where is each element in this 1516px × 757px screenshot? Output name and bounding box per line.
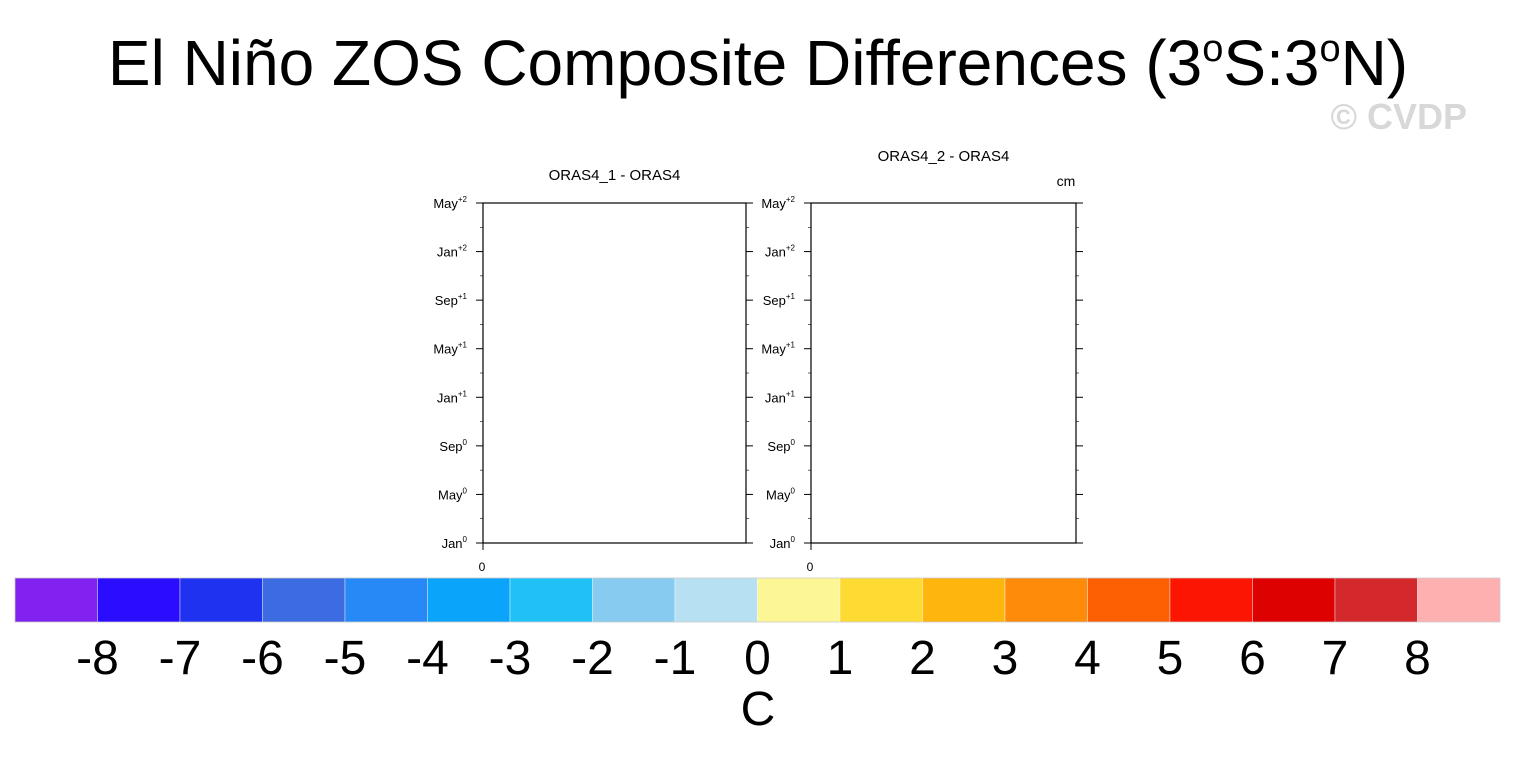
colorbar-box xyxy=(1252,577,1336,623)
colorbar-box xyxy=(1334,577,1418,623)
colorbar-tick-label: 8 xyxy=(1404,632,1431,685)
colorbar-tick-label: -5 xyxy=(324,632,367,685)
colorbar-box xyxy=(1004,577,1088,623)
panel-frame xyxy=(810,202,1077,544)
colorbar-box xyxy=(509,577,593,623)
colorbar-box xyxy=(674,577,758,623)
y-tick-label: Jan+1 xyxy=(765,389,796,405)
x-tick-label: 0 xyxy=(479,560,486,574)
panel-title: ORAS4_2 - ORAS4 xyxy=(878,148,1010,165)
colorbar-frame xyxy=(14,577,1501,623)
y-tick-label: Jan+2 xyxy=(765,244,796,260)
figure-title: El Niño ZOS Composite Differences (3oS:3… xyxy=(107,27,1409,99)
y-tick-label: May+2 xyxy=(761,195,795,211)
colorbar-box xyxy=(344,577,428,623)
colorbar-box xyxy=(14,577,98,623)
colorbar-box xyxy=(1169,577,1253,623)
colorbar-box xyxy=(922,577,1006,623)
colorbar-box xyxy=(179,577,263,623)
y-tick-label: Sep0 xyxy=(767,438,795,454)
y-tick-label: May+2 xyxy=(433,195,467,211)
y-tick-label: Sep+1 xyxy=(763,292,796,308)
colorbar-tick-label: 7 xyxy=(1322,632,1349,685)
colorbar-tick-label: 4 xyxy=(1074,632,1101,685)
y-tick-label: May+1 xyxy=(761,341,795,357)
y-tick-label: Sep+1 xyxy=(435,292,468,308)
colorbar-box xyxy=(1417,577,1501,623)
colorbar-tick-label: 2 xyxy=(909,632,936,685)
y-tick-label: Jan+2 xyxy=(437,244,468,260)
colorbar-label: C xyxy=(741,683,776,736)
x-tick-label: 0 xyxy=(807,560,814,574)
y-tick-label: May+1 xyxy=(433,341,467,357)
colorbar-tick-label: -2 xyxy=(571,632,614,685)
y-tick-label: Jan0 xyxy=(770,535,796,551)
units-label: cm xyxy=(1057,173,1076,189)
colorbar-tick-label: -3 xyxy=(489,632,532,685)
colorbar-box xyxy=(262,577,346,623)
colorbar-tick-label: 3 xyxy=(992,632,1019,685)
colorbar-box xyxy=(97,577,181,623)
panel-title: ORAS4_1 - ORAS4 xyxy=(549,167,681,184)
y-tick-label: May0 xyxy=(766,486,796,502)
panel-1: ORAS4_1 - ORAS4 Jan0 May0 Sep0 Jan+1 May+1 Sep… xyxy=(433,167,753,574)
colorbar-tick-label: -8 xyxy=(76,632,119,685)
colorbar-box xyxy=(592,577,676,623)
colorbar-box xyxy=(427,577,511,623)
colorbar-box xyxy=(839,577,923,623)
y-tick-label: Sep0 xyxy=(439,438,467,454)
colorbar-tick-label: -7 xyxy=(159,632,202,685)
y-tick-label: May0 xyxy=(438,486,468,502)
colorbar-tick-label: 6 xyxy=(1239,632,1266,685)
colorbar-tick-label: 5 xyxy=(1157,632,1184,685)
colorbar-tick-label: -4 xyxy=(406,632,449,685)
panel-2: ORAS4_2 - ORAS4 Jan0 May0 Sep0 Jan+1 May+1 Sep… xyxy=(761,148,1083,574)
colorbar-tick-label: 0 xyxy=(744,632,771,685)
colorbar-box xyxy=(1087,577,1171,623)
panel-frame xyxy=(482,202,747,544)
y-tick-label: Jan+1 xyxy=(437,389,468,405)
cvdp-watermark: © CVDP xyxy=(1330,96,1467,137)
colorbar-tick-label: 1 xyxy=(827,632,854,685)
y-tick-label: Jan0 xyxy=(442,535,468,551)
colorbar-tick-label: -6 xyxy=(241,632,284,685)
colorbar-tick-label: -1 xyxy=(654,632,697,685)
colorbar-box xyxy=(757,577,841,623)
